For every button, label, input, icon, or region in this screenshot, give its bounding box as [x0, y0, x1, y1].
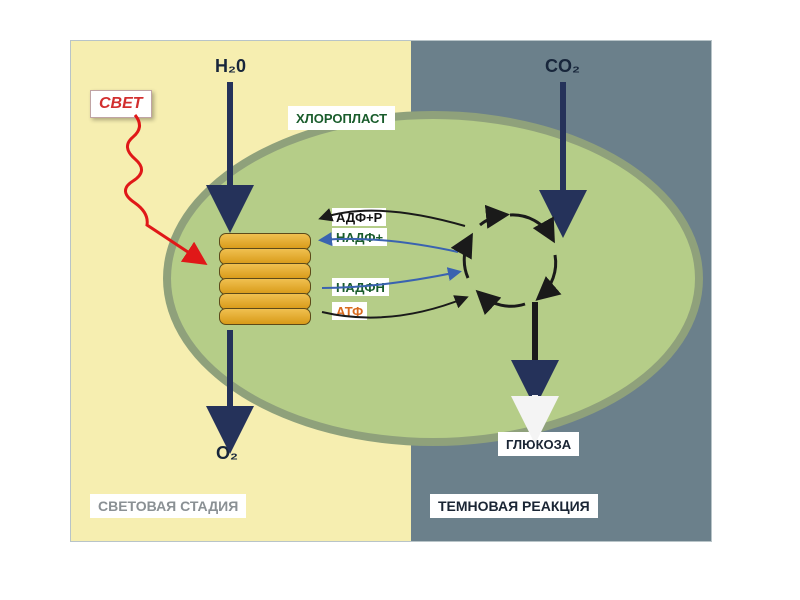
dark-stage-box: ТЕМНОВАЯ РЕАКЦИЯ — [430, 494, 598, 518]
light-label-box: СВЕТ — [90, 90, 152, 118]
h2o-label: H₂0 — [215, 56, 246, 77]
nadp-label-box: НАДФ+ — [332, 228, 387, 246]
atp-label-box: АТФ — [332, 302, 367, 320]
nadph-label: НАДФН — [336, 280, 385, 295]
diagram-stage: СВЕТ H₂0 CO₂ O₂ ХЛОРОПЛАСТ АДФ+Р НАДФ+ Н… — [0, 0, 800, 600]
atp-label: АТФ — [336, 304, 363, 319]
adp-label: АДФ+Р — [336, 210, 382, 225]
glucose-label-box: ГЛЮКОЗА — [498, 432, 579, 456]
co2-label: CO₂ — [545, 56, 580, 77]
thylakoid-disc — [219, 308, 311, 325]
chloroplast-label: ХЛОРОПЛАСТ — [296, 111, 387, 126]
nadp-label: НАДФ+ — [336, 230, 383, 245]
thylakoid-stack — [219, 235, 309, 325]
glucose-label: ГЛЮКОЗА — [506, 437, 571, 452]
light-stage-label: СВЕТОВАЯ СТАДИЯ — [98, 498, 238, 514]
dark-stage-label: ТЕМНОВАЯ РЕАКЦИЯ — [438, 498, 590, 514]
adp-label-box: АДФ+Р — [332, 208, 386, 226]
o2-label: O₂ — [216, 443, 238, 464]
light-label: СВЕТ — [99, 95, 143, 112]
nadph-label-box: НАДФН — [332, 278, 389, 296]
chloroplast-label-box: ХЛОРОПЛАСТ — [288, 106, 395, 130]
light-stage-box: СВЕТОВАЯ СТАДИЯ — [90, 494, 246, 518]
